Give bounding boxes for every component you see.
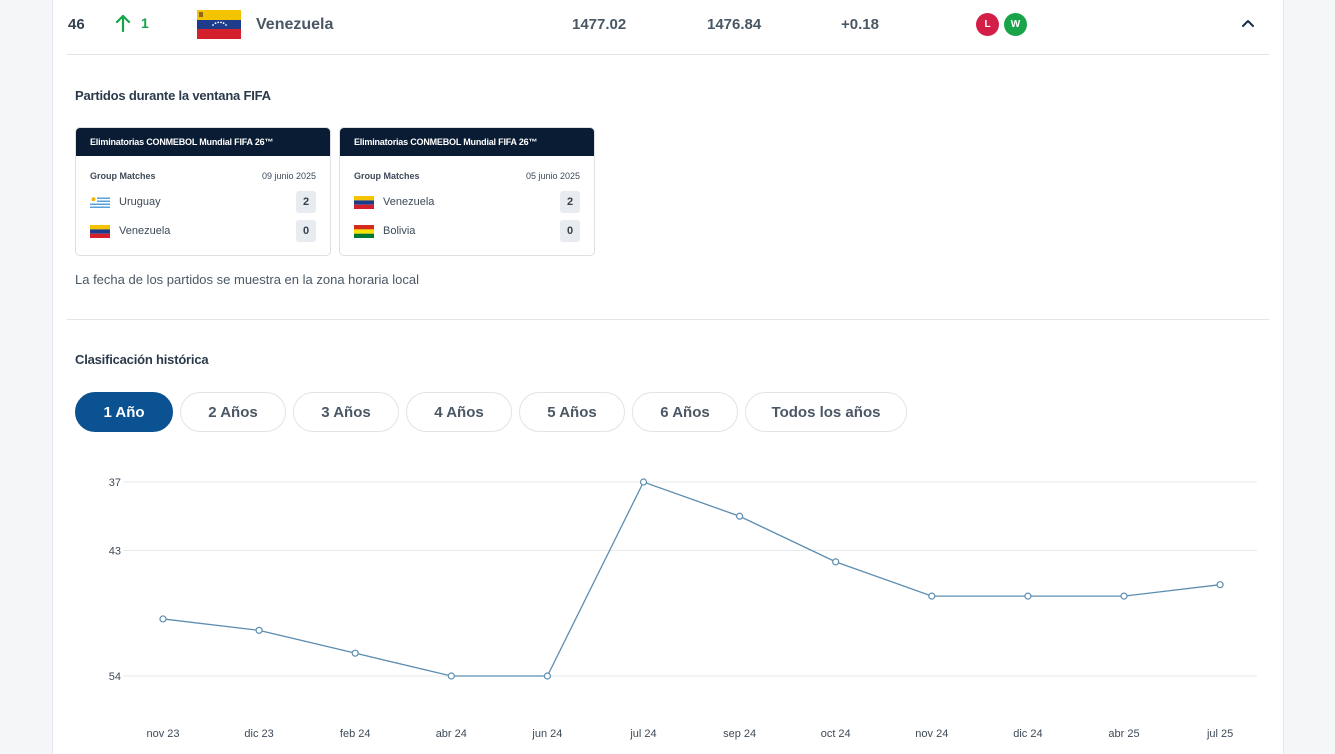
tab-5-years[interactable]: 5 Años: [519, 392, 625, 432]
data-point: [832, 558, 840, 566]
x-tick-label: dic 23: [244, 728, 273, 740]
match-team-row: Venezuela 2: [354, 191, 580, 213]
previous-points: 1476.84: [707, 16, 762, 33]
match-stage: Group Matches: [90, 171, 156, 181]
team-score: 0: [296, 220, 316, 242]
match-team-row: Bolivia 0: [354, 220, 580, 242]
match-date: 09 junio 2025: [261, 171, 316, 181]
result-badge-loss: L: [976, 13, 999, 36]
data-point: [159, 615, 167, 623]
chevron-up-icon[interactable]: [1241, 18, 1255, 28]
data-point: [1120, 592, 1128, 600]
history-section-title: Clasificación histórica: [75, 352, 209, 367]
data-point: [351, 649, 359, 657]
match-competition: Eliminatorias CONMEBOL Mundial FIFA 26™: [340, 128, 594, 156]
team-score: 0: [560, 220, 580, 242]
x-tick-label: abr 25: [1108, 728, 1139, 740]
timezone-note: La fecha de los partidos se muestra en l…: [75, 272, 419, 287]
tab-all-years[interactable]: Todos los años: [745, 392, 907, 432]
x-tick-label: jun 24: [531, 728, 562, 740]
team-name: Venezuela: [383, 196, 435, 208]
x-tick-label: feb 24: [340, 728, 371, 740]
result-badge-win: W: [1004, 13, 1027, 36]
data-point: [1216, 581, 1224, 589]
match-card[interactable]: Eliminatorias CONMEBOL Mundial FIFA 26™ …: [339, 127, 595, 256]
team-name: Venezuela: [119, 225, 171, 237]
match-meta: Group Matches 09 junio 2025: [90, 171, 316, 181]
data-point: [639, 478, 648, 486]
x-tick-label: jul 24: [629, 728, 656, 740]
matches-section-title: Partidos durante la ventana FIFA: [75, 88, 271, 103]
data-point: [255, 626, 263, 634]
match-date: 05 junio 2025: [525, 171, 580, 181]
points-change: +0.18: [841, 16, 879, 33]
period-tabs: 1 Año 2 Años 3 Años 4 Años 5 Años 6 Años…: [75, 392, 907, 432]
series-line: [162, 481, 1221, 677]
country-name: Venezuela: [256, 16, 334, 33]
data-point: [735, 512, 744, 520]
arrow-up-icon: [115, 14, 131, 32]
tab-6-years[interactable]: 6 Años: [632, 392, 738, 432]
rank-change: 1: [115, 14, 149, 32]
data-point: [1024, 592, 1032, 600]
x-tick-label: sep 24: [723, 728, 756, 740]
uruguay-flag-icon: [90, 195, 110, 209]
match-team-row: Venezuela 0: [90, 220, 316, 242]
y-tick-label: 54: [109, 671, 121, 683]
rank-change-value: 1: [141, 15, 149, 31]
x-tick-label: jul 25: [1206, 728, 1233, 740]
venezuela-flag-icon: [354, 195, 374, 209]
ranking-panel: 46 1 Venezuela 1477.02 1476.84 +0.18 L W…: [52, 0, 1284, 754]
tab-4-years[interactable]: 4 Años: [406, 392, 512, 432]
x-tick-label: abr 24: [436, 728, 467, 740]
x-tick-label: oct 24: [821, 728, 851, 740]
y-tick-label: 43: [109, 545, 121, 557]
section-divider: [67, 319, 1269, 320]
x-tick-label: dic 24: [1013, 728, 1042, 740]
total-points: 1477.02: [572, 16, 627, 33]
tab-1-year[interactable]: 1 Año: [75, 392, 173, 432]
match-meta: Group Matches 05 junio 2025: [354, 171, 580, 181]
match-team-row: Uruguay 2: [90, 191, 316, 213]
y-tick-label: 37: [109, 477, 121, 489]
rank-position: 46: [68, 16, 85, 33]
tab-2-years[interactable]: 2 Años: [180, 392, 286, 432]
tab-3-years[interactable]: 3 Años: [293, 392, 399, 432]
ranking-row[interactable]: 46 1 Venezuela 1477.02 1476.84 +0.18 L W: [67, 0, 1269, 55]
data-point: [447, 672, 455, 680]
data-point: [543, 672, 551, 680]
match-stage: Group Matches: [354, 171, 420, 181]
team-score: 2: [560, 191, 580, 213]
venezuela-flag-icon: [197, 10, 241, 39]
match-competition: Eliminatorias CONMEBOL Mundial FIFA 26™: [76, 128, 330, 156]
team-score: 2: [296, 191, 316, 213]
data-point: [928, 592, 936, 600]
bolivia-flag-icon: [354, 224, 374, 238]
x-tick-label: nov 24: [915, 728, 948, 740]
team-name: Uruguay: [119, 196, 161, 208]
team-name: Bolivia: [383, 225, 416, 237]
x-tick-label: nov 23: [146, 728, 179, 740]
history-line-chart: 37 43 54 nov 23 dic 23 feb 24 abr 24 jun 24 jul …: [109, 477, 1257, 740]
match-card[interactable]: Eliminatorias CONMEBOL Mundial FIFA 26™ …: [75, 127, 331, 256]
venezuela-flag-icon: [90, 224, 110, 238]
